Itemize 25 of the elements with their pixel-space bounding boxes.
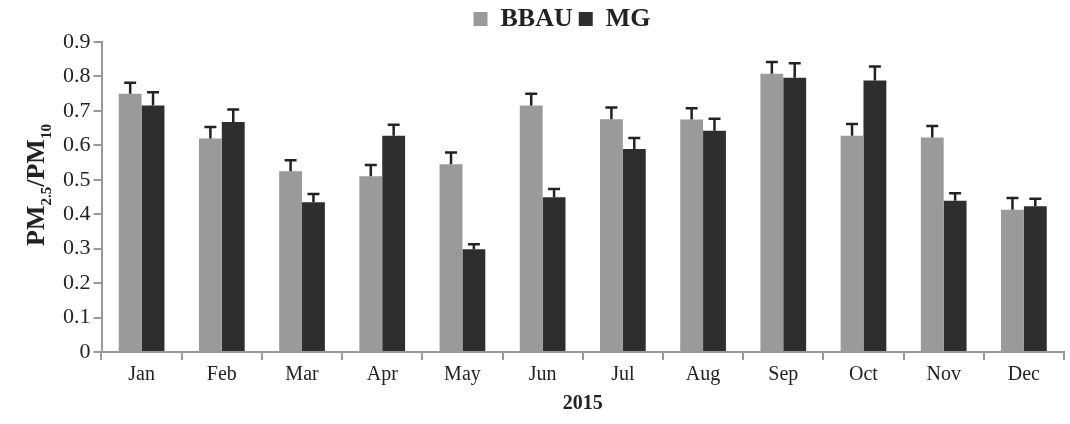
legend-label: BBAU [500, 2, 573, 32]
x-tick-label: Jun [528, 362, 557, 385]
x-tick-label: Jul [611, 362, 635, 385]
y-tick-label: 0.3 [63, 234, 91, 260]
x-tick-label: Jan [128, 362, 155, 385]
legend-label: MG [605, 2, 651, 32]
y-tick-label: 0.2 [63, 268, 91, 294]
x-tick-label: Apr [366, 362, 399, 386]
y-tick-label: 0 [79, 337, 91, 363]
x-tick-label: Mar [285, 362, 320, 385]
x-tick-label: May [444, 362, 481, 386]
x-tick-label: Oct [849, 362, 879, 385]
y-tick-label: 0.5 [63, 165, 91, 191]
x-tick-label: Sep [768, 362, 799, 386]
y-tick-label: 0.8 [63, 62, 91, 88]
y-tick-label: 0.1 [63, 303, 91, 329]
x-tick-label: Feb [206, 362, 237, 385]
y-tick-label: 0.4 [63, 200, 91, 225]
y-tick-label: 0.9 [63, 27, 91, 53]
x-axis-title: 2015 [562, 391, 603, 414]
y-tick-label: 0.6 [63, 131, 91, 157]
x-tick-label: Dec [1007, 362, 1041, 385]
y-tick-label: 0.7 [63, 96, 91, 122]
x-tick-label: Nov [926, 362, 961, 385]
x-tick-label: Aug [685, 362, 721, 386]
